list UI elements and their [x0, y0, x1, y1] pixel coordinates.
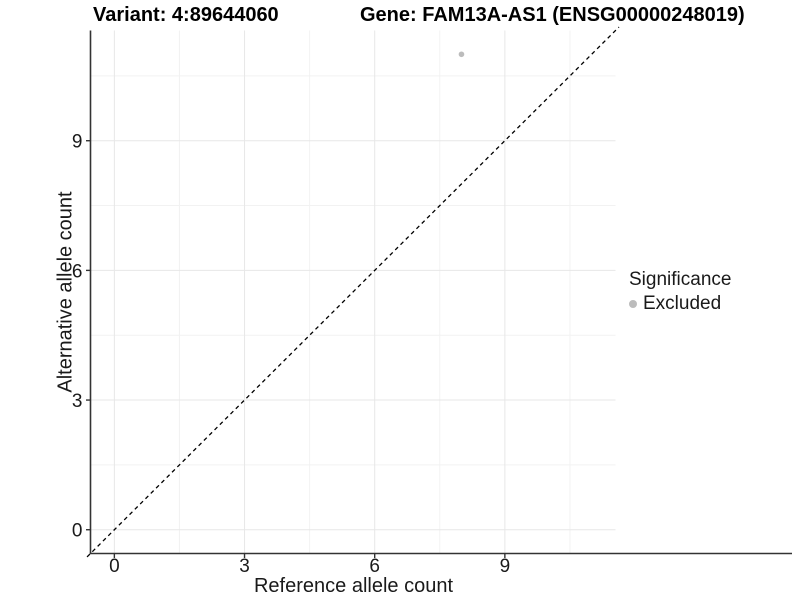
x-tick-label: 0: [109, 556, 120, 577]
y-tick-label: 6: [72, 261, 83, 282]
legend-item-label: Excluded: [643, 293, 722, 314]
y-axis-title: Alternative allele count: [54, 191, 77, 393]
y-tick-label: 9: [72, 132, 83, 153]
y-tick-label: 0: [72, 521, 83, 542]
legend: Significance Excluded: [629, 269, 731, 315]
legend-item-excluded: Excluded: [629, 293, 731, 315]
data-point: [458, 51, 465, 58]
plot-title-gene: Gene: FAM13A-AS1 (ENSG00000248019): [360, 4, 745, 26]
identity-line: [86, 26, 620, 558]
legend-title: Significance: [629, 269, 732, 290]
x-tick-label: 6: [369, 556, 380, 577]
x-tick-label: 3: [239, 556, 250, 577]
x-axis-title: Reference allele count: [253, 575, 453, 597]
x-tick-label: 9: [500, 556, 511, 577]
plot-title-variant: Variant: 4:89644060: [93, 4, 279, 26]
y-tick-label: 3: [72, 391, 83, 412]
excluded-point-swatch: [629, 300, 637, 308]
